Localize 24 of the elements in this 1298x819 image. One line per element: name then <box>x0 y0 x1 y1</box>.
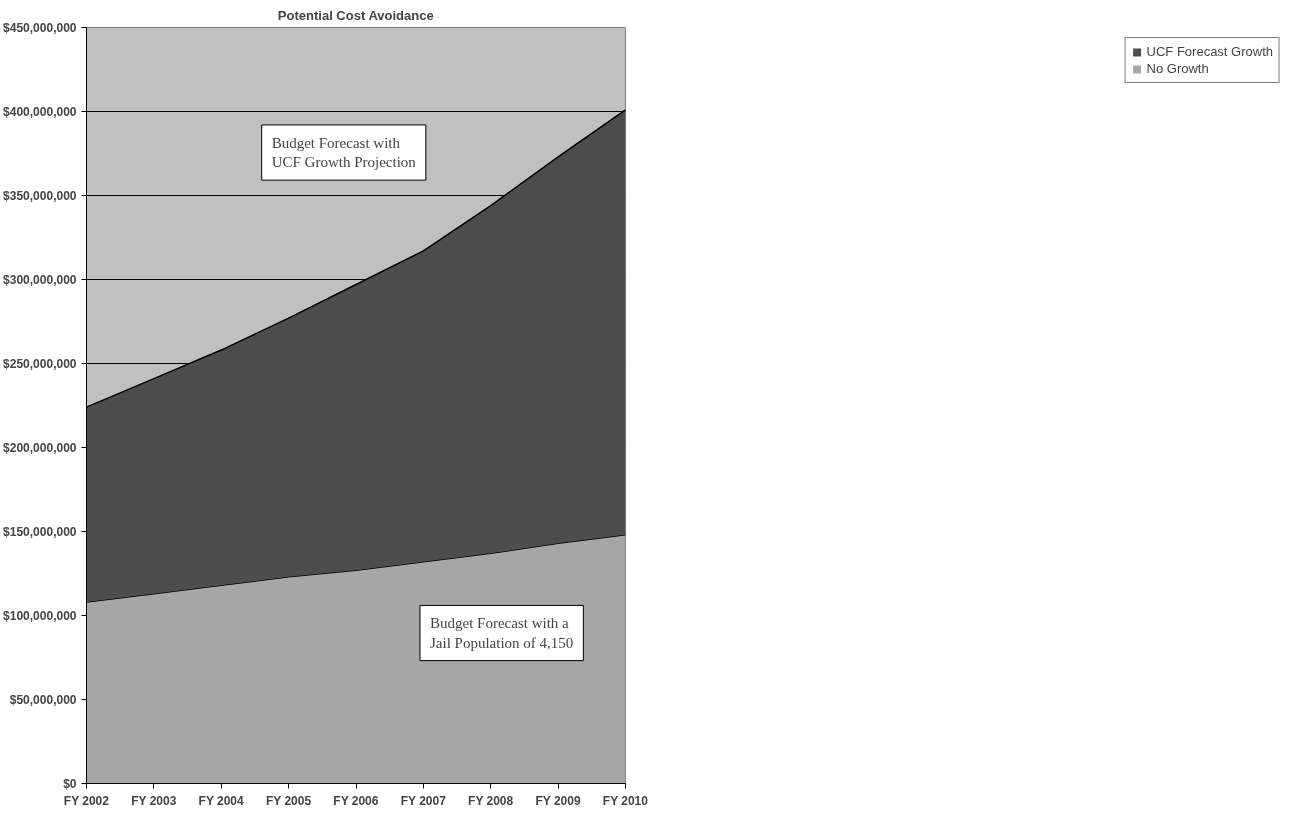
y-tick-label: $400,000,000 <box>3 104 77 119</box>
x-tick-label: FY 2008 <box>468 793 514 808</box>
y-tick-label: $300,000,000 <box>3 272 77 287</box>
y-tick-label: $200,000,000 <box>3 440 77 455</box>
x-tick-label: FY 2006 <box>333 793 379 808</box>
x-tick-label: FY 2010 <box>602 793 649 808</box>
y-tick-label: $0 <box>63 776 77 791</box>
x-tick-label: FY 2009 <box>535 793 581 808</box>
x-tick-label: FY 2005 <box>265 793 312 808</box>
annotation: Budget Forecast with UCF Growth Projection <box>271 134 417 171</box>
legend-label: No Growth <box>1146 61 1209 76</box>
x-tick-label: FY 2007 <box>400 793 447 808</box>
x-tick-label: FY 2003 <box>131 793 177 808</box>
x-tick-label: FY 2002 <box>63 793 110 808</box>
x-tick-label: FY 2004 <box>198 793 245 808</box>
y-tick-label: $100,000,000 <box>3 608 77 623</box>
y-tick-label: $150,000,000 <box>3 524 77 539</box>
chart-title: Potential Cost Avoidance <box>277 7 434 23</box>
y-tick-label: $350,000,000 <box>3 188 77 203</box>
y-tick-label: $50,000,000 <box>9 692 77 707</box>
y-tick-label: $450,000,000 <box>3 20 77 35</box>
y-tick-label: $250,000,000 <box>3 356 77 371</box>
annotation: Budget Forecast with a Jail Population of 4,150 <box>430 615 574 651</box>
legend-label: UCF Forecast Growth <box>1146 44 1273 59</box>
